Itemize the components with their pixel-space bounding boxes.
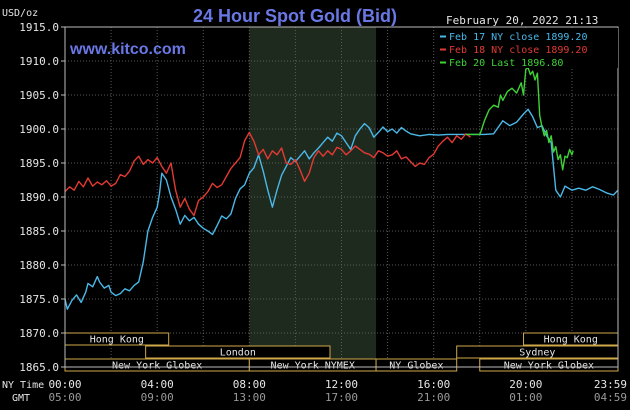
x-tick-label-gmt: 04:59 bbox=[594, 391, 627, 404]
y-tick-label: 1915.0 bbox=[19, 21, 59, 34]
axes: 1915.0 1910.0 1905.0 1900.0 1895.0 1890.0 1885… bbox=[19, 21, 627, 404]
y-tick-label: 1870.0 bbox=[19, 327, 59, 340]
session-bar: Hong Kong bbox=[64, 332, 170, 346]
session-bar-label: Hong Kong bbox=[544, 335, 598, 346]
y-tick-label: 1865.0 bbox=[19, 361, 59, 374]
x-tick-label-ny: 23:59 bbox=[594, 378, 627, 391]
session-bar: NY Globex bbox=[375, 358, 458, 372]
session-bar-label: Sydney bbox=[519, 348, 555, 359]
series-line-1 bbox=[64, 108, 619, 310]
y-tick-label: 1900.0 bbox=[19, 123, 59, 136]
session-bar-box bbox=[375, 358, 458, 372]
x-tick-label-ny: 04:00 bbox=[141, 378, 174, 391]
nymex-shade bbox=[249, 27, 377, 367]
session-bar: Hong Kong bbox=[523, 332, 619, 346]
y-tick-label: 1890.0 bbox=[19, 191, 59, 204]
y-tick-label: 1875.0 bbox=[19, 293, 59, 306]
x-tick-label-gmt: 01:00 bbox=[509, 391, 542, 404]
session-bar-label: Hong Kong bbox=[90, 335, 144, 346]
y-tick-label: 1880.0 bbox=[19, 259, 59, 272]
legend-box bbox=[436, 28, 618, 68]
session-bar-label: New York Globex bbox=[504, 361, 594, 372]
x-tick-label-ny: 12:00 bbox=[325, 378, 358, 391]
x-tick-label-ny: 00:00 bbox=[48, 378, 81, 391]
x-tick-label-ny: 16:00 bbox=[417, 378, 450, 391]
series-line-3 bbox=[465, 67, 574, 171]
session-bar-label: NY Globex bbox=[389, 361, 443, 372]
session-bar-label: New York Globex bbox=[112, 361, 202, 372]
gmt-row-label: GMT bbox=[12, 393, 30, 404]
x-tick-label-gmt: 09:00 bbox=[141, 391, 174, 404]
session-bar: New York NYMEX bbox=[248, 358, 377, 372]
session-bar-box bbox=[145, 345, 331, 359]
y-tick-label: 1895.0 bbox=[19, 157, 59, 170]
x-tick-label-gmt: 17:00 bbox=[325, 391, 358, 404]
legend-entry: Feb 20 Last 1896.80 bbox=[449, 58, 563, 69]
market-sessions: Hong Kong Hong Kong London Sydney New York G… bbox=[64, 332, 619, 372]
ny-time-row-label: NY Time bbox=[2, 380, 44, 391]
y-tick-label: 1885.0 bbox=[19, 225, 59, 238]
legend-entry: Feb 18 NY close 1899.20 bbox=[449, 45, 587, 56]
chart-title: 24 Hour Spot Gold (Bid) bbox=[193, 6, 397, 26]
session-bar: London bbox=[145, 345, 331, 359]
series-lines bbox=[64, 67, 619, 310]
legend: Feb 17 NY close 1899.20 Feb 18 NY close 1… bbox=[436, 28, 618, 69]
y-axis-unit-label: USD/oz bbox=[2, 8, 38, 19]
session-bar: New York Globex bbox=[64, 358, 250, 372]
watermark-site: www.kitco.com bbox=[69, 41, 186, 58]
series-line-2 bbox=[64, 131, 471, 217]
x-tick-label-ny: 08:00 bbox=[233, 378, 266, 391]
session-bar-label: London bbox=[220, 348, 256, 359]
timestamp: February 20, 2022 21:13 bbox=[446, 14, 598, 27]
session-bar: Sydney bbox=[456, 345, 619, 359]
x-tick-label-gmt: 21:00 bbox=[417, 391, 450, 404]
nymex-shaded-region bbox=[249, 27, 377, 367]
session-bar-label: New York NYMEX bbox=[271, 361, 355, 372]
x-tick-label-ny: 20:00 bbox=[509, 378, 542, 391]
legend-entry: Feb 17 NY close 1899.20 bbox=[449, 32, 587, 43]
y-tick-label: 1905.0 bbox=[19, 89, 59, 102]
y-tick-label: 1910.0 bbox=[19, 55, 59, 68]
x-tick-label-gmt: 05:00 bbox=[48, 391, 81, 404]
x-tick-label-gmt: 13:00 bbox=[233, 391, 266, 404]
session-bar: New York Globex bbox=[479, 358, 619, 372]
